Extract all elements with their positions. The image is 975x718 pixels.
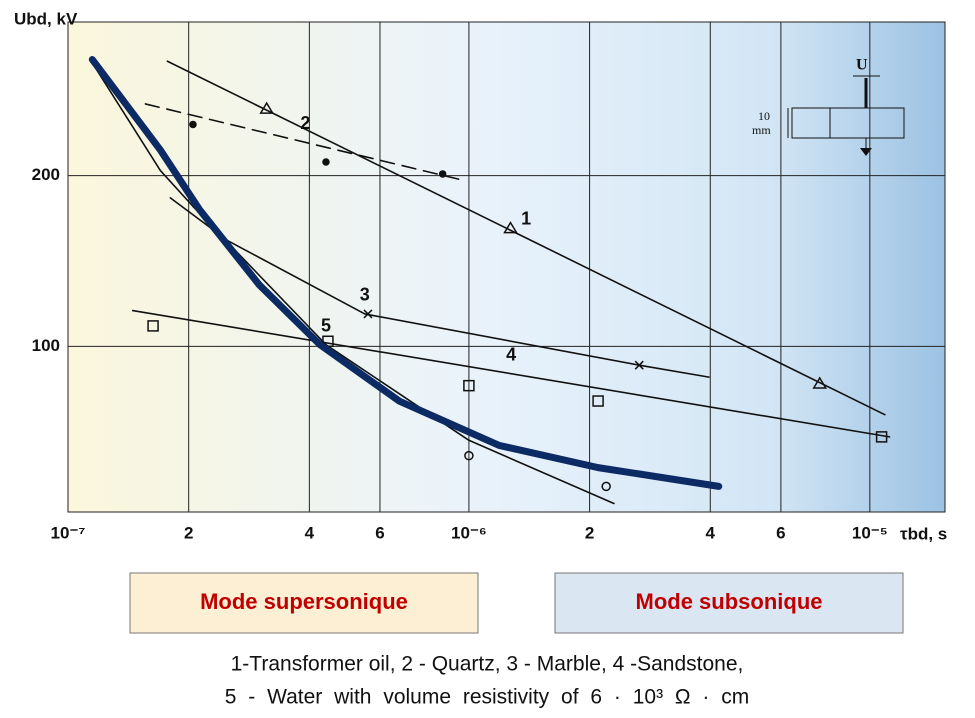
y-tick-label: 100 (32, 336, 60, 355)
inset-voltage: U (856, 57, 868, 74)
series-label: 2 (300, 113, 310, 133)
marker (592, 395, 604, 407)
x-tick-label: 10⁻⁷ (51, 523, 86, 542)
marker (464, 450, 474, 461)
marker (259, 101, 274, 114)
x-tick-label: 10⁻⁵ (852, 523, 888, 542)
x-tick-label: 10⁻⁶ (451, 523, 487, 542)
series-label: 3 (360, 285, 370, 305)
x-axis-label: τbd, s (900, 524, 947, 543)
plot-area (67, 21, 946, 513)
x-tick-label: 2 (585, 523, 594, 542)
inset-unit: mm (752, 123, 771, 137)
series-label: 1 (521, 209, 531, 229)
ground-arrow (860, 148, 872, 156)
series-line (88, 56, 723, 490)
series-label: 5 (321, 315, 331, 335)
series-label: 4 (506, 344, 516, 364)
marker (322, 158, 330, 166)
caption: 1-Transformer oil, 2 - Quartz, 3 - Marbl… (231, 653, 744, 676)
x-tick-label: 4 (706, 523, 716, 542)
marker (875, 431, 888, 443)
caption: 5 - Water with volume resistivity of 6 ·… (225, 686, 750, 709)
x-tick-label: 2 (184, 523, 193, 542)
series-line (131, 309, 891, 438)
marker (463, 379, 475, 392)
y-tick-label: 200 (32, 165, 60, 184)
marker (147, 320, 159, 332)
series-line (91, 62, 615, 505)
subsonic-box (554, 572, 904, 634)
marker (812, 376, 828, 389)
series-line (144, 103, 467, 182)
marker (634, 360, 644, 370)
marker (189, 120, 197, 129)
supersonic-box (129, 572, 479, 634)
marker (363, 309, 373, 319)
inset-diagram: U 10 mm (752, 57, 905, 156)
marker (438, 170, 447, 178)
series-line (166, 60, 886, 416)
x-tick-label: 6 (375, 523, 384, 542)
annotation: Mode supersonique (200, 589, 408, 614)
marker (601, 481, 611, 492)
y-axis-label: Ubd, kV (14, 9, 78, 28)
annotation: Mode subsonique (636, 589, 823, 614)
inset-size: 10 (758, 109, 770, 123)
x-tick-label: 6 (776, 523, 785, 542)
marker (503, 221, 518, 234)
sample (791, 107, 905, 139)
x-tick-label: 4 (305, 523, 315, 542)
